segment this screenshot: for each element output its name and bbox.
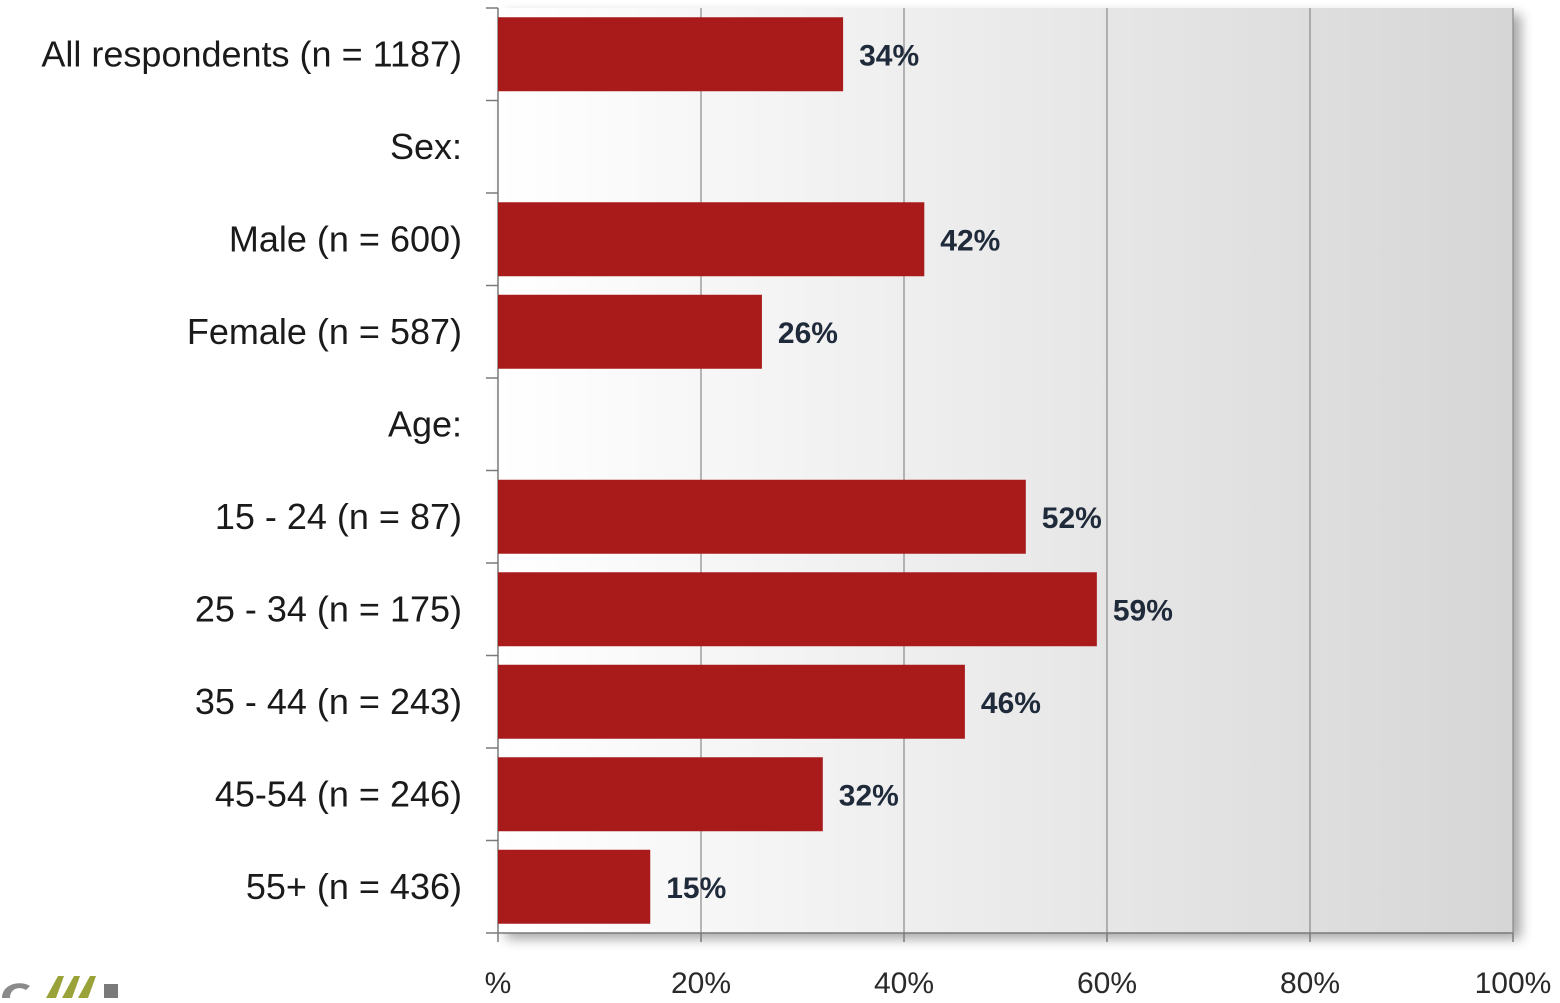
category-label: All respondents (n = 1187) [41, 33, 462, 74]
data-label: 52% [1042, 502, 1102, 535]
labels: % 20% 40% 60% 80% 100% All respondents (n = 11… [41, 33, 1552, 1000]
data-label: 34% [859, 39, 919, 72]
category-label: 25 - 34 (n = 175) [195, 588, 462, 629]
category-label: 55+ (n = 436) [246, 866, 462, 907]
bar [498, 757, 823, 832]
data-label: 46% [981, 687, 1041, 720]
category-label: Sex: [390, 126, 462, 167]
data-label: 42% [940, 224, 1000, 257]
bar [498, 572, 1097, 647]
x-tick-label: 80% [1280, 967, 1340, 998]
category-label: 45-54 (n = 246) [215, 773, 462, 814]
x-tick-label: 100% [1475, 967, 1552, 998]
data-label: 32% [839, 779, 899, 812]
bar [498, 664, 965, 739]
bar [498, 849, 651, 924]
category-label: Female (n = 587) [187, 311, 462, 352]
category-label: 35 - 44 (n = 243) [195, 681, 462, 722]
data-label: 26% [778, 317, 838, 350]
bar [498, 202, 925, 277]
data-label: 15% [666, 872, 726, 905]
bar [498, 17, 844, 92]
bar [498, 479, 1026, 554]
x-tick-label: 40% [874, 967, 934, 998]
x-tick-label: % [485, 967, 512, 998]
category-label: Age: [388, 403, 462, 444]
bar [498, 294, 762, 369]
category-label: Male (n = 600) [229, 218, 462, 259]
category-label: 15 - 24 (n = 87) [215, 496, 462, 537]
bars [498, 17, 1097, 924]
data-label: 59% [1113, 594, 1173, 627]
x-tick-label: 20% [671, 967, 731, 998]
x-tick-label: 60% [1077, 967, 1137, 998]
logo-mark-icon [2, 976, 118, 998]
